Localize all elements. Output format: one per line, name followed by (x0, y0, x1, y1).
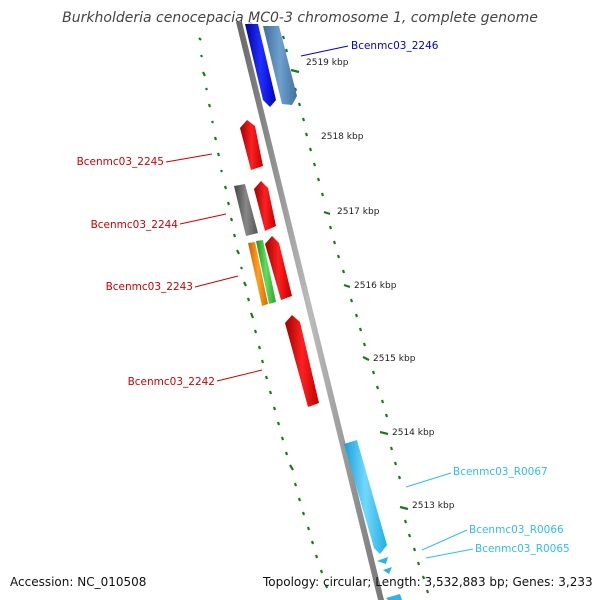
accession-text: Accession: NC_010508 (10, 575, 147, 589)
gene-label[interactable]: Bcenmc03_2246 (351, 40, 439, 52)
gene-bcenmc03-r0067[interactable] (344, 440, 387, 554)
gene-red-2244b[interactable] (254, 181, 276, 231)
gene-green[interactable] (256, 240, 276, 304)
topology-text: Topology: circular; Length: 3,532,883 bp… (263, 575, 593, 589)
gene-label[interactable]: Bcenmc03_2244 (91, 219, 179, 231)
genome-backbone (236, 22, 384, 600)
tick-label: 2516 kbp (354, 281, 397, 291)
gene-bcenmc03-2244[interactable] (234, 184, 258, 236)
gene-label[interactable]: Bcenmc03_2243 (106, 281, 193, 293)
gc-inner-track (198, 37, 329, 589)
tick-label: 2514 kbp (392, 428, 435, 438)
gene-label[interactable]: Bcenmc03_R0066 (469, 524, 564, 536)
tick-label: 2513 kbp (412, 501, 455, 511)
label-leaders (165, 45, 474, 559)
gene-label[interactable]: Bcenmc03_R0067 (453, 466, 548, 478)
tick-label: 2518 kbp (321, 132, 364, 142)
gene-label[interactable]: Bcenmc03_2242 (128, 376, 215, 388)
gene-orange[interactable] (248, 242, 268, 306)
tick-label: 2515 kbp (373, 354, 416, 364)
gene-bcenmc03-r0065[interactable] (383, 567, 392, 574)
gene-cyan-edge[interactable] (386, 594, 402, 600)
gene-bcenmc03-r0066[interactable] (377, 557, 388, 564)
tick-label: 2517 kbp (337, 207, 380, 217)
tick-label: 2519 kbp (306, 58, 349, 68)
gene-bcenmc03-2242[interactable] (285, 315, 319, 407)
gene-label[interactable]: Bcenmc03_R0065 (475, 543, 570, 555)
gene-blue[interactable] (245, 24, 276, 107)
gene-label[interactable]: Bcenmc03_2245 (77, 156, 164, 168)
gene-bcenmc03-2245[interactable] (240, 120, 263, 170)
map-title: Burkholderia cenocepacia MC0-3 chromosom… (62, 10, 538, 26)
gene-bcenmc03-2243[interactable] (265, 236, 292, 300)
gc-outer-track (281, 35, 430, 594)
gene-bcenmc03-2246[interactable] (263, 26, 297, 105)
